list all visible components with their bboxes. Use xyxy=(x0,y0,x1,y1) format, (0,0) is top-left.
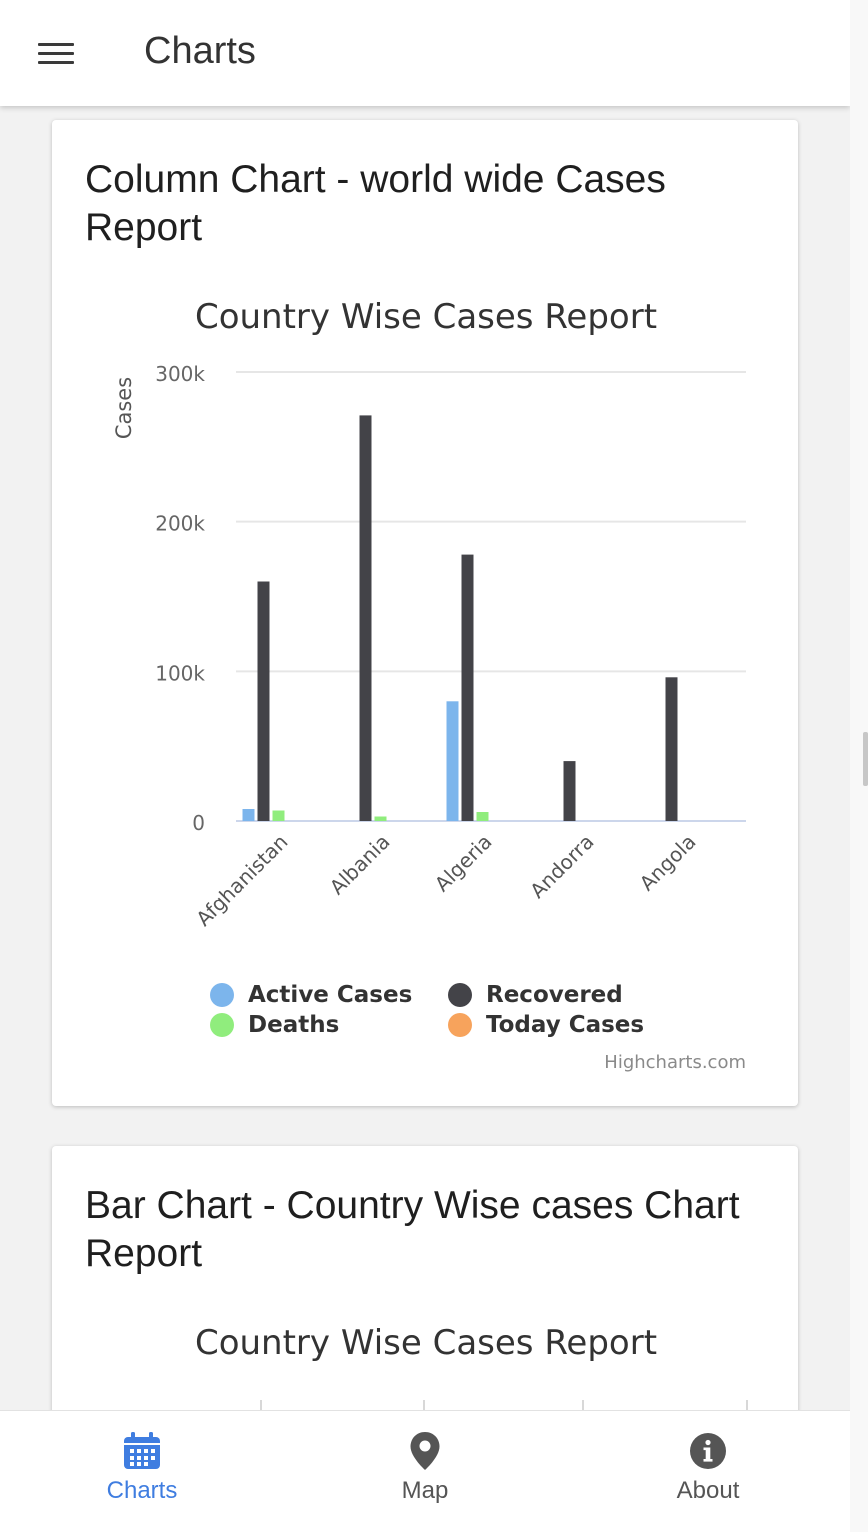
y-tick-label: 300k xyxy=(155,362,205,386)
hamburger-menu-icon xyxy=(38,41,74,65)
legend-label: Today Cases xyxy=(486,1012,645,1038)
bar-chart: Country Wise Cases Report xyxy=(195,1323,748,1418)
calendar-icon xyxy=(124,1432,160,1469)
card-title: Column Chart - world wide Cases Report xyxy=(85,158,666,249)
highcharts-credits-link[interactable]: Highcharts.com xyxy=(604,1052,746,1073)
legend-dot xyxy=(210,1013,234,1037)
nav-label-about: About xyxy=(676,1477,740,1504)
nav-item-map[interactable]: Map xyxy=(283,1411,567,1523)
scrollbar-track[interactable] xyxy=(850,0,868,1532)
legend-dot xyxy=(448,983,472,1007)
bottom-navigation: Charts Map About xyxy=(0,1410,850,1532)
legend-label: Recovered xyxy=(486,982,623,1008)
chart-title: Country Wise Cases Report xyxy=(195,1323,657,1363)
nav-label-charts: Charts xyxy=(106,1477,178,1504)
map-pin-icon xyxy=(410,1432,440,1470)
y-tick-label: 200k xyxy=(155,512,205,536)
x-tick-label: Algeria xyxy=(430,830,497,897)
bar-recovered-albania[interactable] xyxy=(359,415,372,821)
x-tick-label: Angola xyxy=(635,830,701,896)
bar-recovered-angola[interactable] xyxy=(665,677,678,821)
menu-button[interactable] xyxy=(30,30,82,76)
y-axis-title: Cases xyxy=(112,377,136,439)
x-tick-label: Albania xyxy=(325,830,395,900)
page-title: Charts xyxy=(144,30,256,72)
screen: Column Chart - world wide Cases Report C… xyxy=(0,0,850,1532)
bar-deaths-afghanistan[interactable] xyxy=(272,810,285,822)
bar-deaths-albania[interactable] xyxy=(374,816,387,822)
bar-recovered-algeria[interactable] xyxy=(461,554,474,821)
bars xyxy=(242,415,678,822)
nav-label-map: Map xyxy=(401,1477,449,1504)
scrollbar-thumb[interactable] xyxy=(863,732,868,786)
bar-active-cases-algeria[interactable] xyxy=(446,701,459,821)
legend-dot xyxy=(448,1013,472,1037)
nav-item-about[interactable]: About xyxy=(566,1411,850,1523)
app-bar: Charts xyxy=(0,0,850,106)
bar-active-cases-afghanistan[interactable] xyxy=(242,809,255,821)
legend-item-deaths[interactable]: Deaths xyxy=(210,1012,339,1038)
column-chart: Country Wise Cases Report Cases 0 100k 200… xyxy=(112,297,746,931)
legend-dot xyxy=(210,983,234,1007)
y-axis-ticks: 0 100k 200k 300k xyxy=(155,362,205,835)
x-tick-label: Afghanistan xyxy=(191,830,292,931)
legend-label: Deaths xyxy=(248,1012,340,1038)
bar-recovered-andorra[interactable] xyxy=(563,761,576,821)
legend-item-recovered[interactable]: Recovered xyxy=(448,982,623,1008)
x-axis-ticks: Afghanistan Albania Algeria Andorra Angola xyxy=(191,830,700,931)
nav-item-charts[interactable]: Charts xyxy=(0,1411,284,1523)
column-chart-card: Column Chart - world wide Cases Report C… xyxy=(52,120,798,1106)
legend-item-active-cases[interactable]: Active Cases xyxy=(210,982,412,1008)
card-title: Bar Chart - Country Wise cases Chart Rep… xyxy=(85,1184,740,1275)
legend-item-today-cases[interactable]: Today Cases xyxy=(448,1012,644,1038)
y-tick-label: 100k xyxy=(155,661,205,685)
bar-recovered-afghanistan[interactable] xyxy=(257,581,270,822)
grid-lines xyxy=(236,371,746,822)
chart-title: Country Wise Cases Report xyxy=(195,297,657,337)
y-tick-label: 0 xyxy=(192,811,205,835)
legend-label: Active Cases xyxy=(248,982,413,1008)
info-icon xyxy=(690,1433,726,1469)
x-tick-label: Andorra xyxy=(525,830,598,903)
bar-deaths-algeria[interactable] xyxy=(476,812,489,821)
